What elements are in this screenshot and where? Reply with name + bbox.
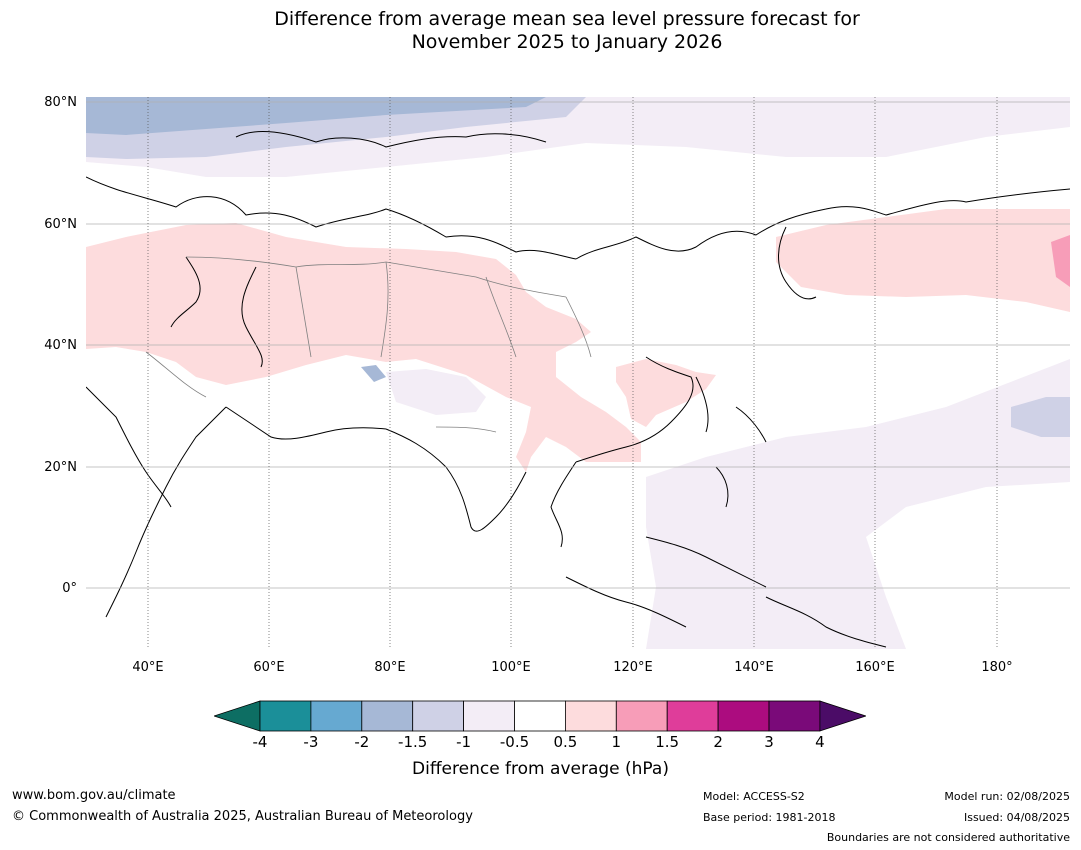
forecast-map[interactable] [86, 97, 1070, 649]
colorbar-cell [666, 700, 719, 732]
colorbar-cell [463, 700, 515, 732]
website-link[interactable]: www.bom.gov.au/climate [12, 788, 176, 803]
positive-anomaly-pacific-core [1051, 235, 1070, 287]
chart-title: Difference from average mean sea level p… [0, 8, 1081, 54]
issued-text: Issued: 04/08/2025 [963, 811, 1070, 824]
colorbar [214, 700, 866, 732]
colorbar-cell [768, 700, 821, 732]
colorbar-cell [310, 700, 363, 732]
lat-label-40n: 40°N [44, 338, 77, 353]
lon-label-160e: 160°E [855, 660, 895, 675]
country-boundaries [145, 256, 592, 433]
colorbar-label: Difference from average (hPa) [412, 759, 669, 779]
colorbar-cell [615, 700, 668, 732]
positive-anomaly-eurasia [86, 223, 641, 472]
title-line-2: November 2025 to January 2026 [411, 31, 723, 53]
lon-label-80e: 80°E [374, 660, 406, 675]
base-period-text: Base period: 1981-2018 [703, 811, 836, 824]
colorbar-tick-label: -3 [303, 733, 319, 751]
colorbar-cell [717, 700, 770, 732]
negative-anomaly-pacific-light [646, 359, 1070, 649]
colorbar-tick-label: -4 [252, 733, 268, 751]
colorbar-tick-label: 1.5 [655, 733, 680, 751]
colorbar-cell [412, 700, 464, 732]
colorbar-cell [564, 700, 617, 732]
longitude-gridlines [147, 97, 998, 649]
colorbar-cell [259, 700, 312, 732]
copyright-text: © Commonwealth of Australia 2025, Austra… [12, 809, 473, 824]
lat-label-20n: 20°N [44, 460, 77, 475]
negative-anomaly-arctic-strong [86, 97, 546, 135]
colorbar-tick-label: 0.5 [553, 733, 578, 751]
model-run-text: Model run: 02/08/2025 [944, 790, 1070, 803]
lat-label-80n: 80°N [44, 95, 77, 110]
colorbar-cells [214, 700, 866, 732]
negative-anomaly-tibet [386, 369, 486, 415]
colorbar-tick-label: -1.5 [398, 733, 428, 751]
positive-anomaly-north-pacific [776, 209, 1070, 312]
lon-label-180: 180° [981, 660, 1013, 675]
colorbar-tick-label: 1 [611, 733, 622, 751]
lon-label-100e: 100°E [491, 660, 531, 675]
colorbar-cap-low [214, 700, 261, 732]
negative-anomaly-pacific-mid [1011, 397, 1070, 437]
lat-label-0: 0° [62, 581, 77, 596]
colorbar-cell [514, 700, 566, 732]
colorbar-tick-label: 2 [713, 733, 723, 751]
colorbar-tick-label: -2 [354, 733, 370, 751]
colorbar-cap-high [819, 700, 866, 732]
lon-label-60e: 60°E [253, 660, 285, 675]
colorbar-tick-label: 4 [815, 733, 825, 751]
disclaimer-text: Boundaries are not considered authoritat… [826, 831, 1070, 844]
lon-label-120e: 120°E [613, 660, 653, 675]
lon-label-140e: 140°E [734, 660, 774, 675]
positive-anomaly-east-china [616, 359, 716, 427]
latitude-gridlines [86, 101, 1070, 589]
coastlines [86, 131, 1070, 648]
colorbar-cell [361, 700, 414, 732]
lat-label-60n: 60°N [44, 217, 77, 232]
colorbar-tick-label: 3 [764, 733, 774, 751]
title-line-1: Difference from average mean sea level p… [274, 8, 860, 30]
colorbar-tick-label: -0.5 [499, 733, 530, 751]
lon-label-40e: 40°E [132, 660, 164, 675]
map-canvas [86, 97, 1070, 649]
model-text: Model: ACCESS-S2 [703, 790, 805, 803]
negative-anomaly-himalaya-spot [361, 365, 386, 382]
colorbar-tick-label: -1 [456, 733, 472, 751]
